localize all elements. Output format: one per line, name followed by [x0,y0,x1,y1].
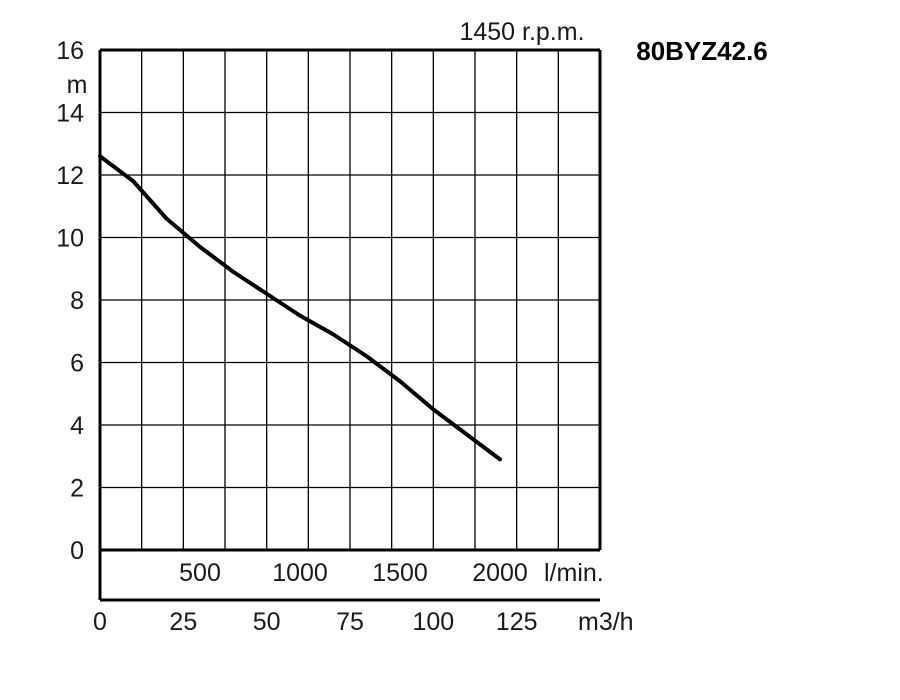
y-tick-label: 6 [70,350,84,378]
x-tick-labels-m3h: 0 25 50 75 100 125 [93,608,537,636]
plot-frame [98,48,602,602]
x-tick-label-m3h: 25 [169,608,197,636]
y-tick-label: 2 [70,475,84,503]
x-unit-m3h: m3/h [578,608,634,636]
head-flow-curve [98,154,502,462]
y-tick-label: 8 [70,287,84,315]
x-tick-label-lpm: 500 [179,559,221,587]
grid [100,50,600,550]
y-tick-labels: 0 2 4 6 8 10 12 14 16 [56,37,84,565]
x-tick-label-m3h: 125 [496,608,538,636]
curve-layer [98,154,502,462]
x-tick-label-m3h: 75 [336,608,364,636]
x-tick-label-lpm: 2000 [472,559,528,587]
y-tick-label: 4 [70,412,84,440]
speed-label: 1450 r.p.m. [459,18,584,46]
x-tick-label-lpm: 1500 [372,559,428,587]
y-axis-unit: m [67,71,88,99]
x-tick-labels-lpm: 500 1000 1500 2000 [179,559,528,587]
y-tick-label: 12 [56,162,84,190]
x-tick-label-m3h: 0 [93,608,107,636]
y-tick-label: 10 [56,225,84,253]
y-tick-label: 14 [56,100,84,128]
y-tick-label: 0 [70,537,84,565]
chart-title: 80BYZ42.6 [636,36,768,66]
x-tick-label-m3h: 50 [253,608,281,636]
x-tick-label-lpm: 1000 [272,559,328,587]
y-tick-label: 16 [56,37,84,65]
x-unit-lpm: l/min. [544,559,604,587]
x-tick-label-m3h: 100 [412,608,454,636]
